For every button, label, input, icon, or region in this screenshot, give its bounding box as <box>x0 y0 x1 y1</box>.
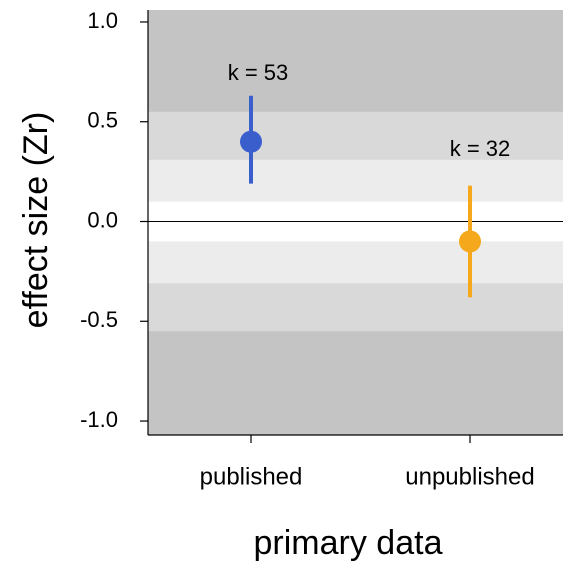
x-axis-title: primary data <box>254 524 443 562</box>
y-tick-label: 1.0 <box>87 8 118 33</box>
y-tick-label: -1.0 <box>80 407 118 432</box>
y-tick-label: 0.5 <box>87 108 118 133</box>
x-tick-label: unpublished <box>405 463 534 490</box>
reference-band <box>148 111 563 160</box>
y-tick-label: 0.0 <box>87 207 118 232</box>
reference-band <box>148 283 563 332</box>
y-axis-title: effect size (Zr) <box>17 112 55 329</box>
annotation: k = 32 <box>450 136 511 161</box>
point <box>240 130 262 153</box>
reference-band <box>148 241 563 284</box>
point <box>459 230 481 253</box>
reference-band <box>148 159 563 202</box>
annotation: k = 53 <box>228 60 289 85</box>
x-tick-label: published <box>200 463 303 490</box>
y-tick-label: -0.5 <box>80 307 118 332</box>
